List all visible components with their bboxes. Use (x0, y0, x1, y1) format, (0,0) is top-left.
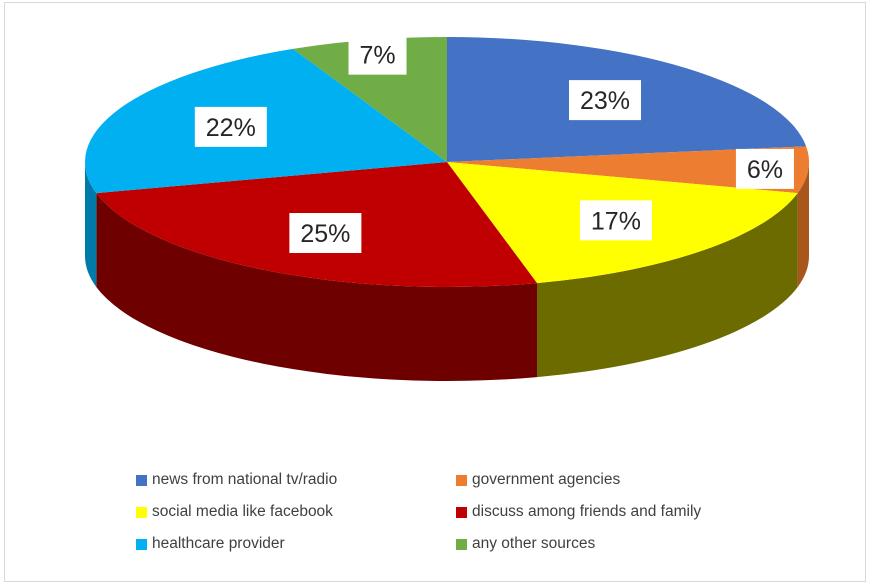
pie-slice-any-other-sources[interactable] (292, 37, 447, 162)
pie-side-discuss-among-friends-and-family (96, 193, 538, 381)
pie-sides (85, 162, 809, 381)
data-label-healthcare-provider: 22% (194, 106, 267, 147)
data-label-government-agencies: 6% (735, 148, 794, 189)
pie-slice-government-agencies[interactable] (447, 146, 809, 194)
pie-side-government-agencies (797, 162, 809, 288)
svg-text:25%: 25% (300, 220, 350, 248)
svg-text:17%: 17% (591, 207, 641, 235)
pie-data-labels: 23% 6% 17% 25% 22% 7% (194, 34, 794, 254)
svg-text:6%: 6% (747, 156, 783, 184)
data-label-discuss-among-friends-and-family: 25% (289, 213, 362, 254)
pie-slices (85, 37, 809, 287)
data-label-news-from-national-tv-radio: 23% (569, 80, 642, 121)
data-label-any-other-sources: 7% (348, 34, 407, 75)
svg-text:22%: 22% (206, 114, 256, 142)
svg-text:7%: 7% (359, 42, 395, 70)
pie-side-social-media-like-facebook (537, 193, 798, 378)
data-label-social-media-like-facebook: 17% (579, 200, 652, 241)
pie-side-healthcare-provider (85, 162, 97, 288)
svg-text:23%: 23% (580, 87, 630, 115)
